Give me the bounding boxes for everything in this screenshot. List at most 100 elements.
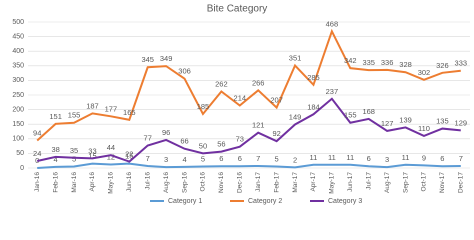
data-label: 139 — [399, 115, 412, 124]
data-label: 336 — [381, 58, 394, 67]
x-tick-label: Apr-17 — [310, 172, 317, 192]
x-tick-label: May-16 — [108, 172, 115, 194]
data-label: 96 — [162, 128, 170, 137]
x-tick-label: Oct-17 — [421, 172, 428, 192]
data-label: 326 — [436, 61, 449, 70]
data-label: 129 — [455, 118, 468, 127]
x-tick-label: Jul-16 — [144, 172, 151, 190]
data-label: 155 — [344, 111, 357, 120]
data-label: 6 — [440, 154, 444, 163]
data-label: 94 — [33, 129, 41, 138]
x-tick-label: Jun-16 — [126, 172, 133, 192]
data-label: 33 — [88, 146, 96, 155]
data-label: 7 — [146, 154, 150, 163]
y-tick-label: 100 — [12, 136, 24, 143]
data-label: 5 — [72, 155, 76, 164]
chart-title: Bite Category — [207, 4, 268, 15]
data-label: 262 — [215, 79, 228, 88]
x-tick-label: Sep-16 — [181, 172, 188, 193]
x-tick-label: Aug-17 — [384, 172, 391, 193]
data-label: 302 — [418, 68, 431, 77]
x-tick-label: Aug-16 — [163, 172, 170, 193]
data-label: 237 — [326, 87, 339, 96]
x-tick-label: Apr-16 — [89, 172, 96, 192]
data-label: 187 — [86, 101, 99, 110]
data-label: 5 — [275, 155, 279, 164]
x-tick-label: Nov-16 — [218, 172, 225, 193]
x-tick-label: Sep-17 — [402, 172, 409, 193]
data-label: 24 — [33, 149, 41, 158]
data-label: 92 — [272, 129, 280, 138]
y-tick-label: 50 — [16, 150, 24, 157]
data-label: 335 — [362, 58, 375, 67]
y-tick-label: 400 — [12, 48, 24, 55]
data-label: 66 — [180, 137, 188, 146]
y-tick-label: 500 — [12, 19, 24, 26]
series-line — [36, 28, 461, 142]
data-label: 15 — [88, 152, 96, 161]
data-label: 6 — [238, 154, 242, 163]
y-tick-label: 450 — [12, 33, 24, 40]
x-tick-label: Mar-17 — [292, 172, 299, 193]
x-tick-label: Feb-17 — [273, 172, 280, 193]
data-label: 127 — [381, 119, 394, 128]
data-label: 12 — [107, 152, 115, 161]
x-tick-label: May-17 — [329, 172, 336, 194]
data-label: 11 — [310, 153, 318, 162]
data-label: 165 — [123, 108, 136, 117]
data-label: 2 — [293, 155, 297, 164]
data-label: 7 — [459, 154, 463, 163]
y-tick-label: 0 — [20, 165, 24, 172]
data-label: 77 — [144, 134, 152, 143]
x-tick-label: Jul-17 — [365, 172, 372, 190]
data-label: 151 — [49, 112, 62, 121]
data-label: 351 — [289, 53, 302, 62]
data-label: 56 — [217, 140, 225, 149]
x-tick-label: Feb-16 — [52, 172, 59, 193]
data-label: 11 — [346, 153, 354, 162]
data-label: 5 — [201, 155, 205, 164]
data-label: 38 — [51, 145, 59, 154]
x-tick-label: Dec-16 — [237, 172, 244, 193]
data-label: 185 — [197, 102, 210, 111]
series-line — [36, 97, 461, 163]
y-tick-label: 250 — [12, 92, 24, 99]
data-label: 468 — [326, 19, 339, 28]
data-label: 149 — [289, 112, 302, 121]
x-tick-label: Oct-16 — [200, 172, 207, 192]
data-label: 177 — [105, 104, 118, 113]
legend-label: Category 3 — [328, 198, 362, 205]
x-tick-label: Dec-17 — [458, 172, 465, 193]
data-label: 11 — [328, 153, 336, 162]
data-label: 214 — [234, 93, 247, 102]
y-tick-label: 200 — [12, 106, 24, 113]
y-tick-label: 350 — [12, 63, 24, 70]
data-label: 110 — [418, 124, 430, 133]
data-label: 3 — [385, 155, 389, 164]
data-label: 15 — [125, 152, 133, 161]
x-tick-label: Nov-17 — [439, 172, 446, 193]
data-label: 44 — [107, 143, 115, 152]
chart: Bite Category 05010015020025030035040045… — [12, 4, 470, 205]
data-label: 306 — [178, 67, 191, 76]
data-label: 345 — [141, 55, 154, 64]
data-label: 342 — [344, 56, 357, 65]
series-line — [37, 162, 461, 169]
data-label: 207 — [270, 96, 283, 105]
data-label: 328 — [399, 60, 412, 69]
data-label: 349 — [160, 54, 173, 63]
data-label: 3 — [164, 155, 168, 164]
data-label: 135 — [436, 117, 449, 126]
data-label: 168 — [362, 107, 375, 116]
data-label: 7 — [256, 154, 260, 163]
data-label: 266 — [252, 78, 265, 87]
data-label: 4 — [182, 155, 186, 164]
data-label: 9 — [422, 153, 426, 162]
data-label: 22 — [125, 150, 133, 159]
legend-label: Category 1 — [168, 198, 202, 205]
data-label: 6 — [219, 154, 223, 163]
x-tick-label: Jan-16 — [34, 172, 41, 192]
x-tick-label: Mar-16 — [71, 172, 78, 193]
data-label: 73 — [236, 135, 244, 144]
data-label: 35 — [70, 146, 78, 155]
